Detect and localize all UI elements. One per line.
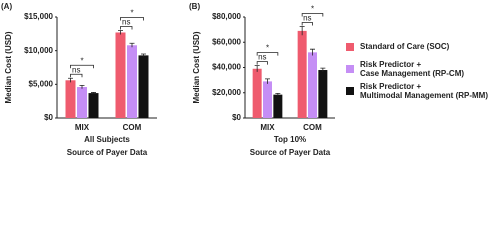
legend-line: Risk Predictor + — [360, 82, 421, 91]
error-bar — [91, 92, 96, 94]
error-bar — [79, 84, 85, 89]
legend-label: Risk Predictor + Multimodal Management (R… — [360, 82, 488, 100]
bar — [65, 80, 76, 118]
significance-label: ns — [258, 53, 266, 62]
y-tick-label: $0 — [44, 113, 53, 122]
bar — [297, 30, 307, 119]
legend-label: Risk Predictor + Case Management (RP-CM) — [360, 60, 464, 78]
significance-bracket — [301, 22, 313, 26]
y-tick-label: $10,000 — [24, 46, 53, 55]
significance-bracket — [120, 26, 133, 30]
legend-label: Standard of Care (SOC) — [360, 42, 450, 51]
error-bar — [310, 48, 315, 56]
significance-bracket — [70, 64, 94, 69]
x-tick-label: MIX — [75, 123, 90, 132]
bar — [263, 81, 272, 118]
y-tick-label: $80,000 — [212, 12, 241, 21]
figure: (A) Median Cost (USD) $0 $5,000 $10,000 $15,0… — [1, 2, 488, 157]
bar — [273, 94, 283, 118]
error-bar — [320, 67, 326, 72]
bar — [77, 87, 87, 118]
legend-swatch — [346, 87, 354, 95]
subtitle: Top 10% — [274, 135, 306, 144]
x-tick-label: COM — [123, 123, 142, 132]
error-bar — [275, 92, 281, 96]
panel-label: (B) — [189, 2, 200, 11]
legend-swatch — [346, 43, 354, 51]
x-axis-label: Source of Payer Data — [250, 148, 331, 157]
error-bar — [141, 53, 146, 57]
significance-label: ns — [303, 14, 311, 23]
y-tick-label: $0 — [232, 113, 241, 122]
x-tick-label: MIX — [260, 123, 275, 132]
panel-label: (A) — [1, 2, 12, 11]
bar — [308, 52, 317, 118]
error-bar — [68, 77, 73, 83]
bar — [88, 93, 99, 118]
error-bar — [299, 26, 305, 36]
significance-label: * — [80, 56, 83, 65]
subtitle: All Subjects — [84, 135, 130, 144]
significance-label: * — [266, 44, 269, 53]
bar — [252, 68, 262, 118]
significance-label: ns — [72, 65, 80, 74]
significance-label: * — [311, 5, 314, 14]
y-tick-label: $15,000 — [24, 12, 53, 21]
x-axis-label: Source of Payer Data — [67, 148, 148, 157]
y-tick-label: $5,000 — [29, 79, 54, 88]
legend-swatch — [346, 65, 354, 73]
y-axis-label: Median Cost (USD) — [192, 31, 201, 103]
bar — [115, 32, 126, 119]
bar — [318, 70, 328, 118]
legend-line: Case Management (RP-CM) — [360, 69, 464, 78]
significance-bracket — [301, 13, 324, 17]
y-tick-label: $20,000 — [212, 88, 241, 97]
significance-bracket — [256, 61, 268, 65]
error-bar — [254, 65, 260, 72]
significance-bracket — [70, 73, 83, 78]
error-bar — [265, 78, 270, 84]
significance-label: ns — [122, 18, 130, 27]
significance-label: * — [130, 9, 133, 18]
y-tick-label: $60,000 — [212, 37, 241, 46]
legend-line: Risk Predictor + — [360, 60, 421, 69]
bar — [138, 55, 149, 118]
error-bar — [118, 30, 123, 35]
bar — [127, 45, 137, 118]
y-axis-label: Median Cost (USD) — [4, 31, 13, 103]
x-tick-label: COM — [303, 123, 322, 132]
significance-bracket — [256, 52, 279, 56]
y-tick-label: $40,000 — [212, 63, 241, 72]
significance-bracket — [120, 17, 144, 21]
error-bar — [129, 42, 135, 48]
legend-line: Multimodal Management (RP-MM) — [360, 91, 488, 100]
